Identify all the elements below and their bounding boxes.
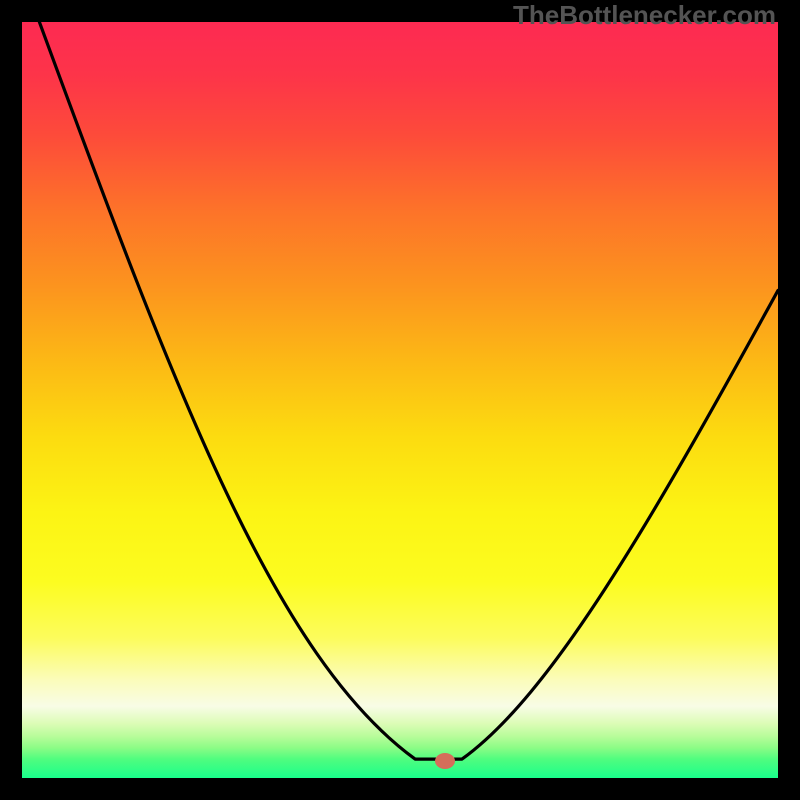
trough-marker xyxy=(435,753,455,769)
chart-container: TheBottlenecker.com xyxy=(0,0,800,800)
watermark-text: TheBottlenecker.com xyxy=(513,0,776,31)
plot-area xyxy=(22,22,778,778)
curve-svg xyxy=(22,22,778,778)
bottleneck-curve xyxy=(39,22,778,759)
